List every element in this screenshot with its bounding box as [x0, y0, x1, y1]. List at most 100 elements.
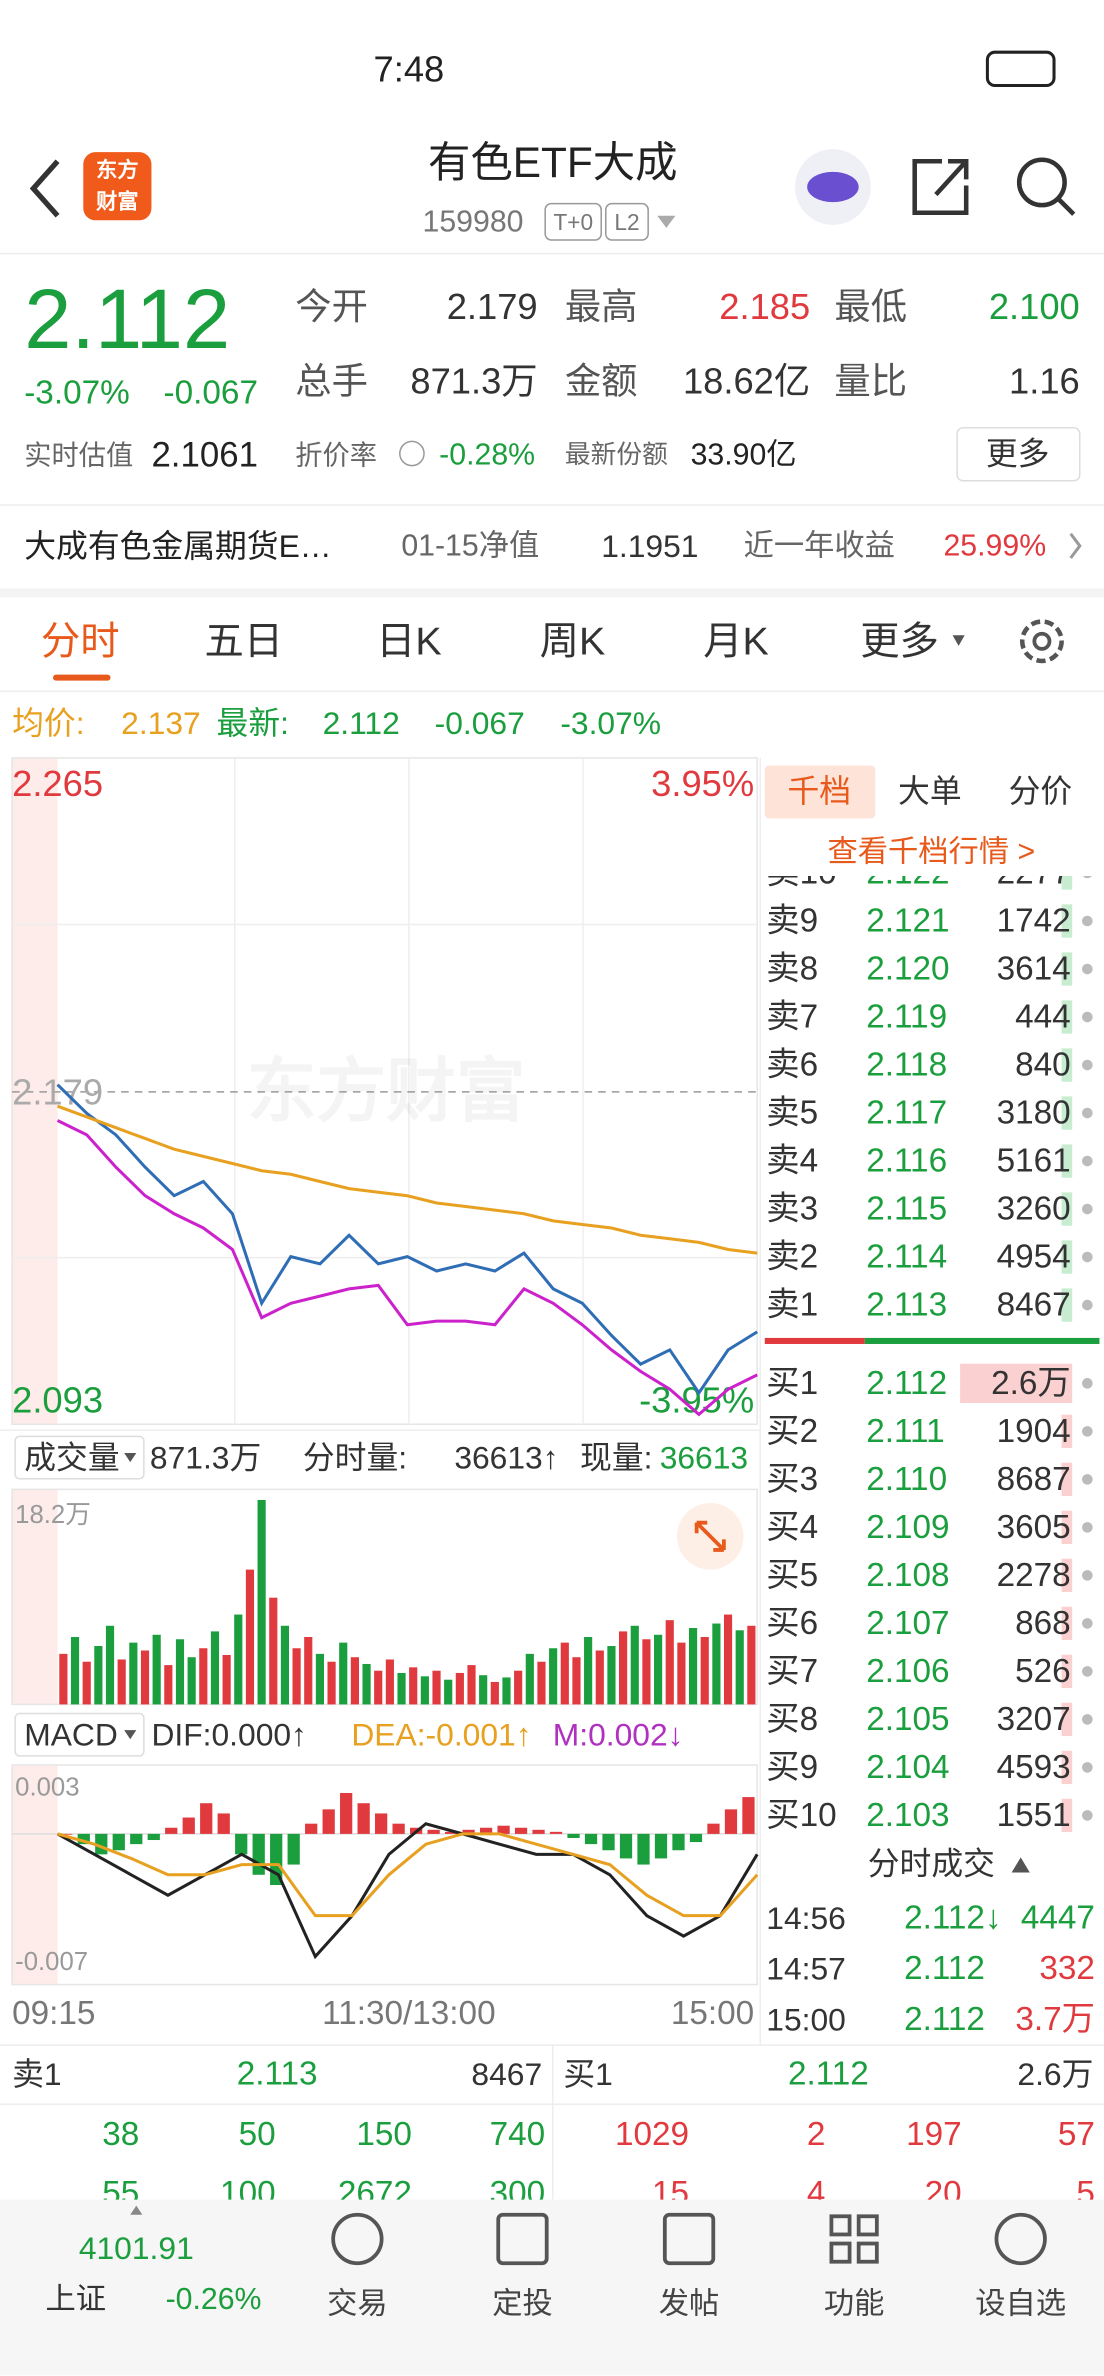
legend-value: 2.137: [121, 705, 201, 741]
tab-selected: [764, 765, 876, 819]
return-value: 25.99%: [943, 529, 1046, 562]
chart-frame: [11, 1488, 758, 1706]
bar: [630, 1625, 639, 1705]
logo-text: 财富: [96, 189, 138, 214]
bar: [619, 1631, 628, 1705]
bar: [602, 1833, 615, 1851]
stat-value: 871.3万: [410, 360, 537, 401]
bar: [130, 1833, 143, 1845]
bid-volume: 3207: [997, 1701, 1071, 1738]
depth-cell: 38: [102, 2116, 139, 2153]
chart-tab[interactable]: 月K: [703, 619, 769, 663]
bar: [350, 1657, 359, 1705]
index-value[interactable]: 4101.91: [79, 2230, 194, 2266]
depth-cell: 50: [239, 2116, 276, 2153]
depth-cell: 4: [807, 2175, 826, 2212]
row-dot: [1082, 1714, 1093, 1725]
badge: L2: [614, 209, 639, 235]
depth-cell: 2: [807, 2116, 826, 2153]
volume-tick: 36613↑: [454, 1440, 558, 1476]
volume-bar: [1061, 1798, 1073, 1833]
book-tab[interactable]: 千档: [787, 773, 851, 809]
settings-button[interactable]: [1019, 619, 1064, 664]
ask-label: 卖6: [766, 1047, 818, 1084]
volume-selector[interactable]: [14, 1435, 145, 1480]
chart-tab[interactable]: 周K: [540, 619, 606, 663]
macd-m: M:0.002↓: [553, 1717, 684, 1753]
bar: [340, 1793, 353, 1834]
depth-cell: 1029: [615, 2116, 689, 2153]
bar: [305, 1823, 318, 1834]
chart-tab[interactable]: 分时: [41, 619, 120, 663]
bar: [147, 1833, 160, 1841]
bar: [707, 1823, 720, 1834]
shares: 33.90亿: [691, 438, 797, 472]
ask-label: 卖10: [766, 855, 836, 892]
dropdown-arrow: [124, 1730, 137, 1740]
stat-value: 2.185: [719, 286, 810, 327]
fund-chevron[interactable]: [1069, 532, 1082, 559]
nav-item[interactable]: 发帖: [659, 2287, 720, 2321]
volume-bar: [1061, 876, 1073, 890]
depth-cell: 5: [1076, 2175, 1095, 2212]
book-link[interactable]: 查看千档行情 >: [828, 834, 1036, 868]
bar: [584, 1637, 593, 1705]
change-pct: -3.07%: [24, 374, 130, 411]
share-button[interactable]: [912, 158, 969, 215]
macd-selector-label[interactable]: MACD: [24, 1717, 118, 1753]
bar: [724, 1809, 738, 1834]
discount-label: 折价率: [295, 440, 377, 471]
bar: [60, 1833, 73, 1835]
row-dot: [1082, 1810, 1093, 1821]
ask-price: 2.118: [866, 1047, 947, 1084]
code-dropdown[interactable]: [657, 215, 676, 228]
row-dot: [1082, 1378, 1093, 1389]
estimate: 2.1061: [151, 436, 258, 475]
depth-cell: 57: [1058, 2116, 1095, 2153]
nav-item[interactable]: 设自选: [975, 2287, 1066, 2321]
return-label: 近一年收益: [744, 528, 895, 562]
row-dot: [1082, 1155, 1093, 1167]
nav-item[interactable]: 功能: [824, 2287, 885, 2321]
stat-label: 总手: [295, 360, 368, 401]
book-divider-bid: [864, 1337, 1100, 1344]
nav-item[interactable]: 定投: [492, 2287, 553, 2321]
fund-code: 159980: [423, 205, 524, 238]
bid-volume: 526: [1015, 1653, 1071, 1690]
badge: T+0: [553, 209, 593, 235]
chart-tab[interactable]: 五日: [204, 619, 283, 663]
book-tab[interactable]: 分价: [1009, 773, 1073, 809]
trade-price: 2.112: [904, 2001, 985, 2038]
more-label[interactable]: 更多: [986, 436, 1050, 472]
more-button[interactable]: [956, 427, 1081, 482]
chart-tab[interactable]: 更多: [860, 619, 939, 663]
bar: [742, 1797, 755, 1834]
bar: [689, 1833, 703, 1843]
nav-item[interactable]: 交易: [327, 2287, 388, 2321]
series-line: [57, 1832, 759, 1918]
back-button[interactable]: [29, 159, 60, 218]
bar: [374, 1670, 383, 1705]
legend-label: 最新:: [217, 705, 289, 741]
book-tab[interactable]: 大单: [898, 773, 962, 809]
ask-rows: 卖10 2.122 2277 卖9 2.121 1742 卖8 2.120 3614 卖7 2.11…: [766, 855, 1093, 1324]
y-tick-label: 0.003: [15, 1774, 79, 1802]
depth-cell: 20: [925, 2175, 962, 2212]
search-button[interactable]: [1016, 157, 1076, 216]
bid-label: 买1: [766, 1365, 818, 1402]
expand-icon: [694, 1520, 726, 1552]
chart-tab[interactable]: 日K: [376, 619, 442, 663]
bar: [427, 1829, 440, 1834]
volume-bar: [1061, 1702, 1073, 1737]
bar: [117, 1659, 126, 1705]
stat-value: 2.179: [447, 286, 538, 327]
volume-selector-label[interactable]: 成交量: [24, 1440, 119, 1476]
x-tick-label: 15:00: [671, 1995, 754, 2032]
info-icon[interactable]: [399, 440, 425, 467]
bar: [572, 1657, 581, 1705]
dropdown-arrow: [124, 1453, 137, 1463]
bar: [688, 1628, 698, 1705]
macd-selector[interactable]: [14, 1712, 145, 1757]
trades-toggle[interactable]: [1011, 1857, 1030, 1873]
